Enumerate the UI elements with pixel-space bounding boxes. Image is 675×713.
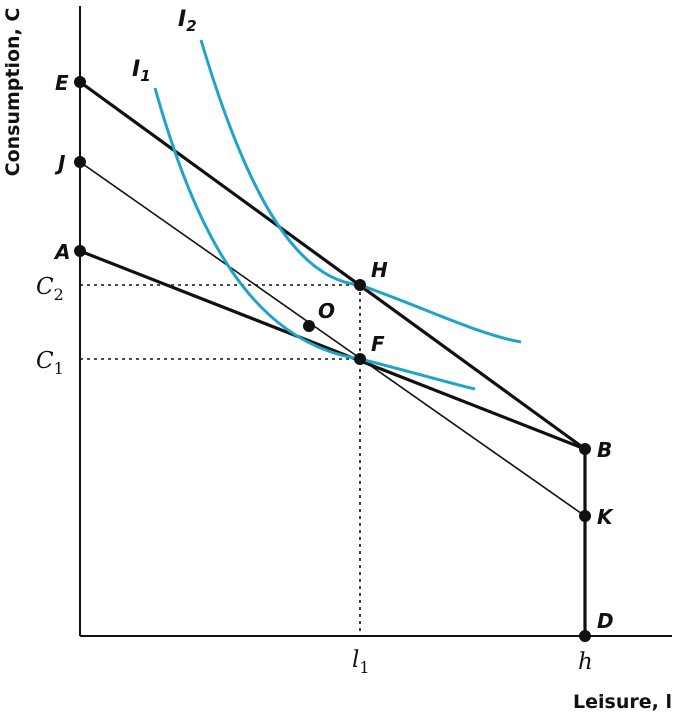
point-f: [354, 353, 366, 365]
point-h: [354, 279, 366, 291]
indifference-curve-i2: [199, 39, 522, 344]
point-e: [74, 76, 86, 88]
label-b: B: [597, 438, 612, 462]
tick-h: h: [578, 649, 593, 675]
budget-line-eb: [79, 80, 586, 451]
tick-c2: C2: [36, 274, 64, 304]
x-axis-title: Leisure, l: [573, 691, 672, 713]
label-o: O: [318, 299, 335, 323]
tick-l1: l1: [352, 647, 370, 677]
point-a: [74, 245, 86, 257]
budget-line-ab: [79, 249, 586, 451]
indifference-curve-i1: [153, 87, 476, 391]
label-j: J: [54, 151, 66, 175]
point-j: [74, 156, 86, 168]
label-i1: I1: [132, 57, 151, 85]
label-i2: I2: [178, 7, 197, 35]
point-d: [579, 630, 591, 642]
point-b: [579, 443, 591, 455]
tick-c1: C1: [36, 348, 64, 378]
label-k: K: [597, 505, 614, 529]
budget-line-jk: [79, 161, 586, 517]
y-axis-title: Consumption, C: [2, 8, 24, 177]
label-d: D: [597, 609, 614, 633]
label-e: E: [55, 71, 69, 95]
label-h: H: [371, 258, 388, 282]
point-k: [579, 510, 591, 522]
point-o: [303, 320, 315, 332]
label-a: A: [53, 240, 70, 264]
label-f: F: [371, 332, 385, 356]
